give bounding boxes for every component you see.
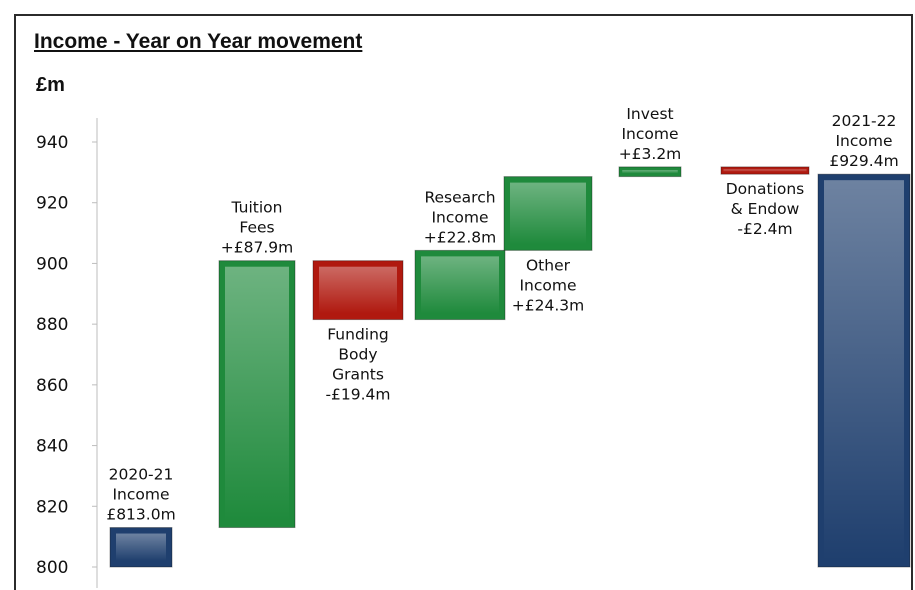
bar-value-label: Research Income +£22.8m xyxy=(424,188,496,246)
bar-label-line: 2021-22 xyxy=(832,112,897,130)
bar-label-line: Income xyxy=(519,276,576,294)
bar-label-line: Funding xyxy=(327,326,389,344)
bar-label-line: Fees xyxy=(239,219,274,237)
bar-label-line: Tuition xyxy=(231,199,283,217)
bar-label-line: +£87.9m xyxy=(221,239,293,257)
waterfall-bar-decrease xyxy=(312,260,404,321)
y-axis: 800 820 840 860 880 900 920 940 xyxy=(36,118,98,588)
bar-bevel xyxy=(723,169,807,172)
bar-label-line: Grants xyxy=(332,366,384,384)
waterfall-bar-increase xyxy=(218,260,296,529)
bar-label-line: +£24.3m xyxy=(512,296,584,314)
bar-value-label: 2021-22 Income £929.4m xyxy=(829,112,898,170)
bar-label-line: Invest xyxy=(626,105,673,123)
bar-label-line: £813.0m xyxy=(106,506,175,524)
bar-label-line: +£3.2m xyxy=(619,145,682,163)
waterfall-bar-total xyxy=(817,173,911,568)
y-tick-label: 800 xyxy=(36,558,68,578)
y-tick-label: 840 xyxy=(36,437,68,457)
bar-label-line: Other xyxy=(526,256,571,274)
bar-label-line: Income xyxy=(621,125,678,143)
bar-bevel xyxy=(116,533,166,561)
bar-label-line: Research xyxy=(424,188,495,206)
y-tick-label: 940 xyxy=(36,133,68,153)
waterfall-bar-decrease xyxy=(720,166,810,175)
bar-value-label: Donations & Endow -£2.4m xyxy=(726,180,805,238)
waterfall-bar-increase xyxy=(618,166,682,178)
bar-bevel xyxy=(421,256,499,314)
bar-value-label: Other Income +£24.3m xyxy=(512,256,584,314)
bars xyxy=(109,166,911,568)
bar-bevel xyxy=(319,266,397,314)
bar-label-line: Donations xyxy=(726,180,805,198)
bar-label-line: +£22.8m xyxy=(424,228,496,246)
y-tick-label: 920 xyxy=(36,194,68,214)
y-tick-label: 880 xyxy=(36,315,68,335)
bar-label-line: & Endow xyxy=(731,200,800,218)
waterfall-bar-total xyxy=(109,527,173,568)
bar-label-line: 2020-21 xyxy=(109,466,174,484)
y-tick-label: 900 xyxy=(36,254,68,274)
bar-label-line: -£19.4m xyxy=(325,386,390,404)
bar-label-line: Income xyxy=(835,132,892,150)
y-tick-label: 820 xyxy=(36,497,68,517)
data-labels: 2020-21 Income £813.0m Tuition Fees +£87.9m Fu… xyxy=(106,105,898,524)
waterfall-bar-increase xyxy=(414,249,506,321)
bar-label-line: -£2.4m xyxy=(737,220,792,238)
bar-value-label: Tuition Fees +£87.9m xyxy=(221,199,293,257)
bar-label-line: Body xyxy=(338,346,377,364)
waterfall-bar-increase xyxy=(503,176,593,251)
bar-bevel xyxy=(225,266,289,522)
bar-label-line: £929.4m xyxy=(829,152,898,170)
bar-bevel xyxy=(510,182,586,245)
y-axis-unit-label: £m xyxy=(36,74,65,96)
chart-title: Income - Year on Year movement xyxy=(34,30,363,53)
bar-value-label: Funding Body Grants -£19.4m xyxy=(325,326,390,404)
bar-value-label: 2020-21 Income £813.0m xyxy=(106,466,175,524)
y-tick-label: 860 xyxy=(36,376,68,396)
bar-bevel xyxy=(824,180,904,561)
bar-label-line: Income xyxy=(431,208,488,226)
bar-bevel xyxy=(622,170,678,174)
bar-value-label: Invest Income +£3.2m xyxy=(619,105,682,163)
bar-label-line: Income xyxy=(112,486,169,504)
